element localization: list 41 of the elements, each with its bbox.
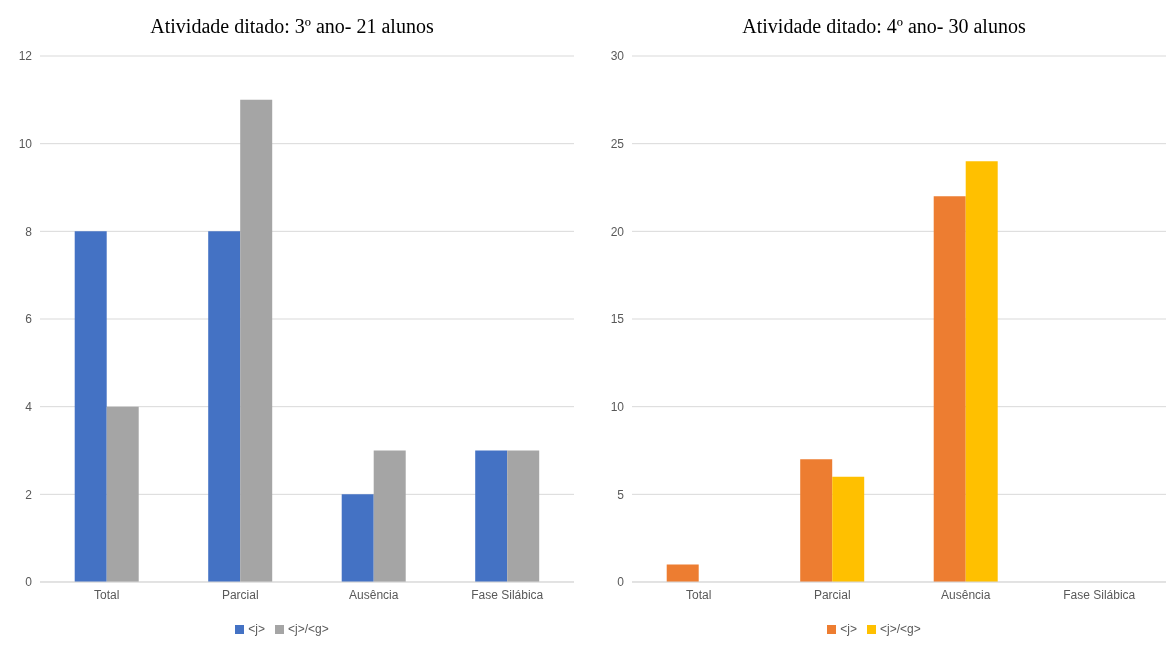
x-tick-label: Parcial (813, 587, 851, 602)
legend-label: <j> (840, 622, 857, 636)
x-tick-label: Ausência (349, 587, 399, 602)
y-tick-label: 5 (617, 487, 625, 502)
x-tick-label: Fase Silábica (471, 587, 544, 602)
bar (240, 99, 273, 582)
y-tick-label: 25 (610, 136, 625, 151)
x-tick-label: Total (94, 587, 120, 602)
legend-label: <j>/<g> (879, 622, 921, 636)
bar (373, 450, 406, 582)
bar (74, 231, 107, 582)
y-tick-label: 6 (25, 312, 33, 327)
y-tick-label: 10 (18, 136, 33, 151)
x-tick-label: Fase Silábica (1063, 587, 1136, 602)
x-tick-label: Parcial (221, 587, 259, 602)
y-tick-label: 2 (25, 487, 33, 502)
y-tick-label: 20 (610, 224, 625, 239)
y-tick-label: 12 (18, 49, 33, 64)
bar (341, 494, 374, 582)
y-tick-label: 15 (610, 312, 625, 327)
bar (800, 459, 833, 582)
chart-title: Atividade ditado: 3º ano- 21 alunos (149, 14, 435, 39)
bar (106, 406, 139, 582)
x-tick-label: Total (686, 587, 712, 602)
bar (933, 196, 966, 582)
bar (965, 161, 998, 582)
x-tick-label: Ausência (941, 587, 991, 602)
bar (666, 564, 699, 582)
y-tick-label: 4 (25, 399, 33, 414)
y-tick-label: 0 (25, 575, 33, 590)
y-tick-label: 30 (610, 49, 625, 64)
bar (208, 231, 241, 582)
legend-label: <j>/<g> (287, 622, 329, 636)
bar (832, 476, 865, 582)
y-tick-label: 0 (617, 575, 625, 590)
y-tick-label: 8 (25, 224, 33, 239)
bar (475, 450, 508, 582)
bar (507, 450, 540, 582)
chart-title: Atividade ditado: 4º ano- 30 alunos (741, 14, 1027, 39)
y-tick-label: 10 (610, 399, 625, 414)
legend-label: <j> (248, 622, 265, 636)
